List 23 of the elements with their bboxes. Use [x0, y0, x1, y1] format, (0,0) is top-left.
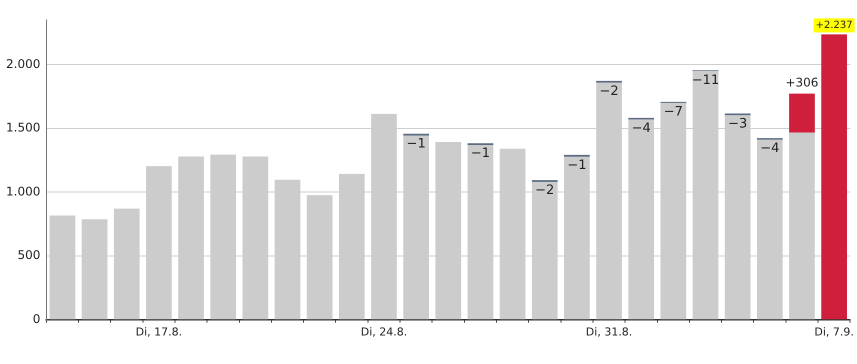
bar [821, 34, 847, 320]
data-label: −2 [599, 84, 619, 99]
y-tick-label: 500 [17, 248, 40, 262]
y-tick-label: 2.000 [6, 56, 40, 71]
data-label: −7 [664, 104, 683, 120]
y-tick-label: 1.500 [6, 120, 40, 135]
data-label: −4 [760, 141, 780, 156]
data-label: −1 [567, 158, 586, 173]
data-label: −11 [692, 73, 720, 88]
x-tick-label: Di, 7.9. [814, 325, 854, 338]
data-label: −2 [535, 183, 554, 198]
x-tick-label: Di, 17.8. [136, 325, 182, 338]
data-label: +2.237 [816, 20, 853, 32]
data-label: −1 [406, 136, 426, 152]
data-label: +306 [785, 76, 818, 90]
bar [789, 94, 815, 133]
y-tick-label: 1.000 [6, 184, 40, 198]
y-tick-label: 0 [32, 312, 40, 326]
data-label: −4 [632, 120, 651, 136]
data-label: −1 [470, 146, 490, 162]
x-tick-label: Di, 24.8. [360, 325, 408, 338]
data-label: −3 [728, 116, 748, 132]
x-tick-label: Di, 31.8. [586, 325, 632, 338]
